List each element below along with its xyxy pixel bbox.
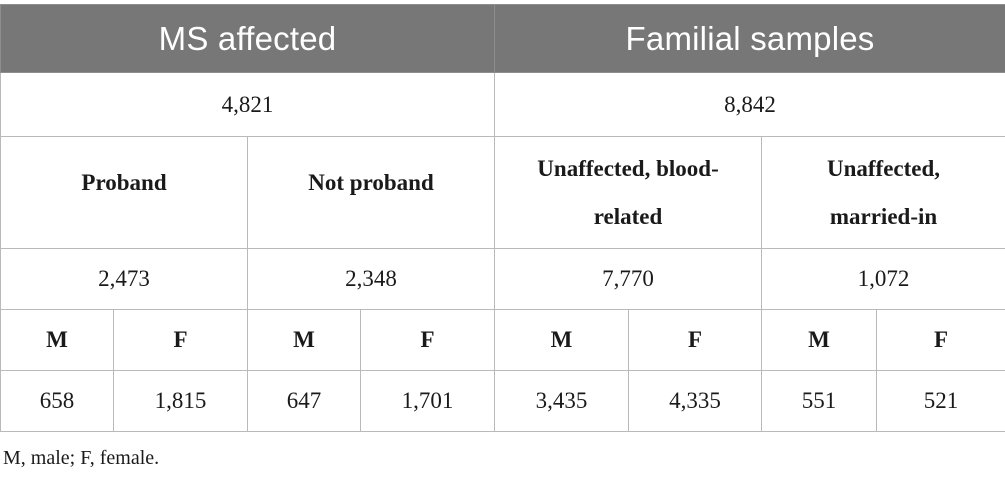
header-row: MS affected Familial samples: [0, 4, 1005, 73]
group-proband: Proband: [0, 136, 248, 249]
sex-label-female: F: [628, 309, 763, 371]
sex-labels-row: M F M F M F M F: [0, 309, 1005, 371]
count-male: 3,435: [494, 370, 630, 432]
count-female: 1,815: [113, 370, 248, 432]
count-female: 4,335: [628, 370, 763, 432]
sample-counts-table: MS affected Familial samples 4,821 8,842…: [0, 4, 1005, 432]
group-label: Unaffected, married-in: [826, 155, 941, 229]
sex-label-male: M: [761, 309, 878, 371]
count-male: 647: [247, 370, 361, 432]
header-familial-samples: Familial samples: [494, 4, 1005, 73]
sex-label-male: M: [247, 309, 361, 371]
total-familial: 8,842: [494, 72, 1005, 137]
table-footnote: M, male; F, female.: [3, 447, 160, 469]
group-unaffected-married-in: Unaffected, married-in: [761, 136, 1005, 249]
subtotal-cell: 1,072: [761, 248, 1005, 310]
subtotal-cell: 2,473: [0, 248, 248, 310]
sex-label-female: F: [876, 309, 1005, 371]
group-label: Proband: [81, 169, 167, 195]
total-ms-affected: 4,821: [0, 72, 496, 137]
count-male: 551: [761, 370, 878, 432]
group-label: Not proband: [308, 169, 434, 195]
sex-label-female: F: [359, 309, 496, 371]
header-ms-affected: MS affected: [0, 4, 496, 73]
counts-row: 658 1,815 647 1,701 3,435 4,335 551 521: [0, 370, 1005, 432]
count-female: 1,701: [359, 370, 496, 432]
totals-row: 4,821 8,842: [0, 72, 1005, 137]
sex-label-female: F: [113, 309, 248, 371]
subtotal-cell: 7,770: [494, 248, 763, 310]
subtotals-row: 2,473 2,348 7,770 1,072: [0, 248, 1005, 310]
sex-label-male: M: [0, 309, 114, 371]
group-label: Unaffected, blood-related: [537, 155, 719, 229]
groups-row: Proband Not proband Unaffected, blood-re…: [0, 136, 1005, 249]
sex-label-male: M: [494, 309, 630, 371]
subtotal-cell: 2,348: [246, 248, 496, 310]
group-not-proband: Not proband: [246, 136, 496, 249]
count-female: 521: [876, 370, 1005, 432]
group-unaffected-blood-related: Unaffected, blood-related: [494, 136, 763, 249]
count-male: 658: [0, 370, 114, 432]
